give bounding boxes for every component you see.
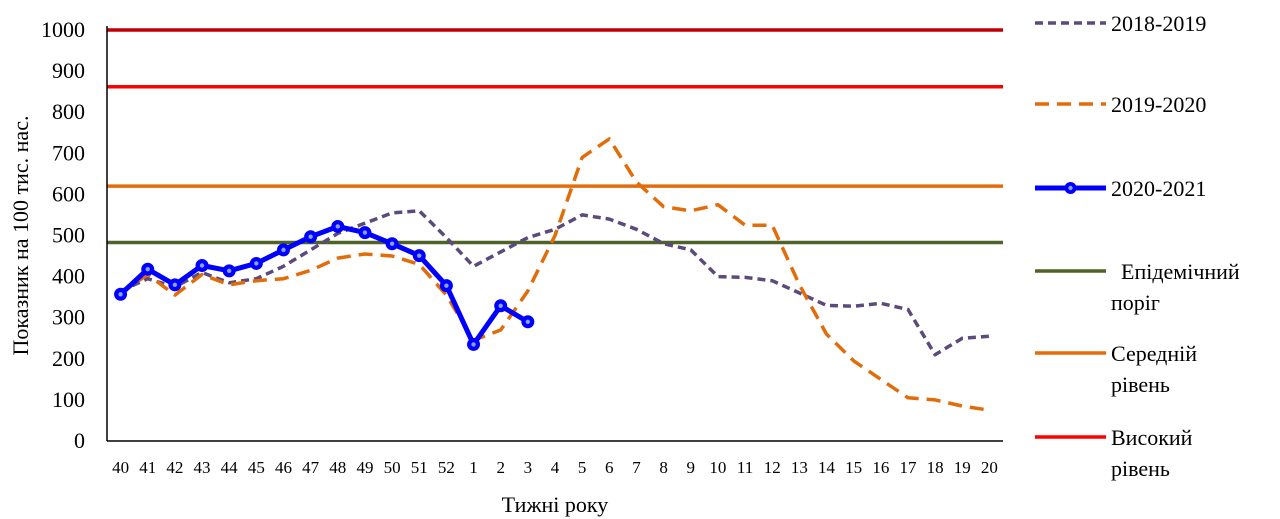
y-tick-label: 400 [52, 264, 85, 289]
x-tick-label: 13 [791, 458, 808, 477]
x-tick-label: 45 [248, 458, 265, 477]
data-point-highlight [498, 303, 503, 308]
legend-label: Високий [1111, 425, 1193, 450]
x-tick-label: 15 [845, 458, 862, 477]
data-series [114, 137, 990, 412]
y-tick-label: 600 [52, 181, 85, 206]
y-tick-label: 200 [52, 346, 85, 371]
x-tick-label: 51 [411, 458, 428, 477]
legend-label: 2018-2019 [1111, 11, 1206, 36]
legend-label: рівень [1111, 372, 1170, 397]
data-point-highlight [281, 247, 286, 253]
x-tick-label: 7 [632, 458, 641, 477]
data-point-highlight [525, 319, 531, 325]
x-tick-label: 1 [469, 458, 478, 477]
y-tick-label: 500 [52, 223, 85, 248]
data-point-highlight [199, 263, 205, 268]
legend-label: поріг [1111, 290, 1160, 315]
x-tick-label: 43 [194, 458, 211, 477]
y-tick-label: 800 [52, 99, 85, 124]
y-tick-label: 100 [52, 387, 85, 412]
y-tick-label: 700 [52, 140, 85, 165]
x-tick-label: 46 [275, 458, 292, 477]
x-tick-label: 48 [329, 458, 346, 477]
legend-label: 2020-2021 [1111, 176, 1206, 201]
series-line [119, 209, 990, 357]
x-tick-label: 17 [899, 458, 917, 477]
x-tick-label: 8 [659, 458, 668, 477]
x-tick-label: 4 [551, 458, 560, 477]
x-tick-label: 10 [709, 458, 726, 477]
x-tick-label: 49 [356, 458, 373, 477]
axes [106, 26, 1003, 442]
x-tick-label: 2 [496, 458, 505, 477]
data-point-highlight [118, 292, 123, 297]
data-point-highlight [471, 342, 476, 347]
x-tick-label: 40 [112, 458, 129, 477]
x-axis-title: Тижні року [502, 492, 609, 517]
data-point-highlight [226, 268, 232, 274]
data-point-highlight [362, 230, 368, 235]
y-tick-label: 1000 [41, 17, 85, 42]
x-tick-label: 44 [221, 458, 239, 477]
legend-label: Середній [1111, 341, 1197, 366]
x-tick-label: 20 [981, 458, 998, 477]
series-line [119, 137, 990, 412]
threshold-lines [107, 28, 1003, 245]
x-tick-label: 19 [954, 458, 971, 477]
y-tick-label: 0 [74, 428, 85, 453]
x-tick-label: 6 [605, 458, 614, 477]
x-tick-label: 3 [524, 458, 533, 477]
x-tick-labels: 40 41 42 43 44 45 46 47 48 49 50 51 52 1 2 3 4 5 6 7 8 9 10 11 1… [112, 458, 998, 477]
x-tick-label: 14 [818, 458, 836, 477]
x-tick-label: 50 [384, 458, 401, 477]
data-point-highlight [172, 282, 178, 288]
y-tick-label: 300 [52, 305, 85, 330]
data-point-highlight [444, 283, 449, 288]
data-point-highlight [254, 261, 259, 266]
data-point-highlight [308, 234, 313, 239]
x-tick-label: 11 [737, 458, 753, 477]
data-point-highlight [417, 253, 422, 258]
y-axis-title: Показник на 100 тис. нас. [8, 116, 33, 356]
legend-marker-highlight [1068, 185, 1073, 191]
x-tick-label: 5 [578, 458, 587, 477]
legend-label: 2019-2020 [1111, 92, 1206, 117]
x-tick-label: 18 [927, 458, 944, 477]
legend-label: рівень [1111, 456, 1170, 481]
data-point-highlight [389, 241, 395, 246]
x-tick-label: 42 [166, 458, 183, 477]
data-point-highlight [145, 267, 150, 272]
legend: 2018-2019 2019-2020 2020-2021 Епідемічний по… [1035, 11, 1240, 481]
y-tick-labels: 0 100 200 300 400 500 600 700 800 900 1000 [41, 17, 85, 453]
x-tick-label: 41 [139, 458, 156, 477]
x-tick-label: 47 [302, 458, 320, 477]
series-line [118, 224, 530, 347]
data-point-highlight [335, 224, 340, 229]
x-tick-label: 12 [764, 458, 781, 477]
x-tick-label: 52 [438, 458, 455, 477]
x-tick-label: 16 [872, 458, 889, 477]
y-tick-label: 900 [52, 58, 85, 83]
x-tick-label: 9 [687, 458, 696, 477]
legend-label: Епідемічний [1121, 259, 1240, 284]
